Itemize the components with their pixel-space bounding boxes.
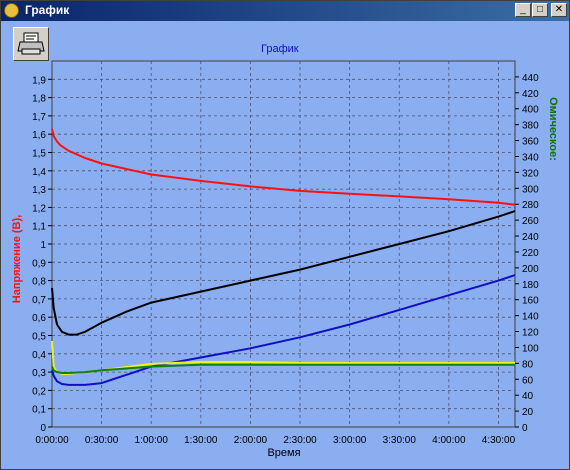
left-tick-label: 1,1: [32, 222, 46, 233]
title-bar[interactable]: График _ □ ✕: [1, 1, 569, 21]
print-button[interactable]: [13, 27, 49, 61]
chart-title: График: [261, 43, 299, 55]
right-tick-label: 300: [522, 184, 539, 195]
x-tick-label: 4:00:00: [432, 435, 466, 446]
right-tick-label: 160: [522, 296, 539, 307]
series-layer: [51, 128, 516, 386]
right-tick-label: 400: [522, 105, 539, 116]
left-tick-label: 0,3: [32, 368, 46, 379]
right-tick-label: 60: [522, 375, 534, 386]
chart: 0:00:00 0:30:00 1:00:00 1:30:00 2:00:00 2:30:…: [11, 60, 559, 459]
tick-labels: 0:00:00 0:30:00 1:00:00 1:30:00 2:00:00 2:30:…: [32, 73, 539, 446]
left-tick-label: 1,6: [32, 130, 46, 141]
left-tick-label: 0,1: [32, 405, 46, 416]
right-tick-label: 420: [522, 89, 539, 100]
right-tick-label: 200: [522, 264, 539, 275]
x-tick-label: 1:30:00: [184, 435, 218, 446]
minimize-button[interactable]: _: [515, 3, 531, 17]
right-tick-label: 80: [522, 359, 534, 370]
series-line-black: [51, 210, 516, 336]
x-tick-label: 2:30:00: [283, 435, 317, 446]
right-tick-label: 180: [522, 280, 539, 291]
right-tick-label: 380: [522, 121, 539, 132]
right-tick-label: 260: [522, 216, 539, 227]
x-tick-label: 0:30:00: [85, 435, 119, 446]
left-tick-label: 1,4: [32, 167, 46, 178]
right-tick-label: 40: [522, 391, 534, 402]
plot-frame: [51, 60, 516, 428]
left-tick-label: 0,9: [32, 258, 46, 269]
x-tick-label: 1:00:00: [135, 435, 169, 446]
left-tick-label: 1,3: [32, 185, 46, 196]
left-tick-label: 1: [40, 240, 46, 251]
left-tick-label: 0,4: [32, 350, 46, 361]
left-tick-label: 0,6: [32, 313, 46, 324]
left-tick-label: 1,5: [32, 149, 46, 160]
left-tick-label: 1,9: [32, 75, 46, 86]
left-tick-label: 0,2: [32, 386, 46, 397]
left-tick-label: 0: [40, 423, 46, 434]
app-icon: [4, 3, 19, 18]
left-tick-label: 1,2: [32, 203, 46, 214]
right-tick-label: 140: [522, 312, 539, 323]
x-tick-label: 0:00:00: [35, 435, 69, 446]
printer-icon: [17, 32, 45, 55]
right-tick-label: 280: [522, 200, 539, 211]
right-tick-label: 20: [522, 407, 534, 418]
right-tick-label: 100: [522, 343, 539, 354]
series-line-red: [51, 128, 516, 206]
y-axis-label-right: Омическое:: [547, 97, 559, 161]
left-tick-label: 0,7: [32, 295, 46, 306]
y-axis-label-left: Напряжение (В),: [11, 215, 23, 303]
right-tick-label: 320: [522, 168, 539, 179]
plot-area: [51, 60, 516, 428]
x-tick-label: 2:00:00: [234, 435, 268, 446]
right-tick-label: 120: [522, 328, 539, 339]
right-tick-label: 440: [522, 73, 539, 84]
x-axis-label: Время: [267, 447, 300, 459]
left-tick-label: 1,7: [32, 112, 46, 123]
right-tick-label: 220: [522, 248, 539, 259]
right-tick-label: 240: [522, 232, 539, 243]
right-tick-label: 340: [522, 152, 539, 163]
close-button[interactable]: ✕: [551, 3, 567, 17]
right-tick-label: 0: [522, 423, 528, 434]
right-tick-label: 360: [522, 137, 539, 148]
left-tick-label: 0,8: [32, 277, 46, 288]
x-tick-label: 3:30:00: [383, 435, 417, 446]
left-tick-label: 0,5: [32, 332, 46, 343]
grid: [51, 61, 515, 428]
x-tick-label: 3:00:00: [333, 435, 367, 446]
series-line-green: [51, 363, 515, 374]
maximize-button[interactable]: □: [532, 3, 548, 17]
x-tick-label: 4:30:00: [482, 435, 516, 446]
left-tick-label: 1,8: [32, 94, 46, 105]
window-title: График: [25, 3, 70, 17]
